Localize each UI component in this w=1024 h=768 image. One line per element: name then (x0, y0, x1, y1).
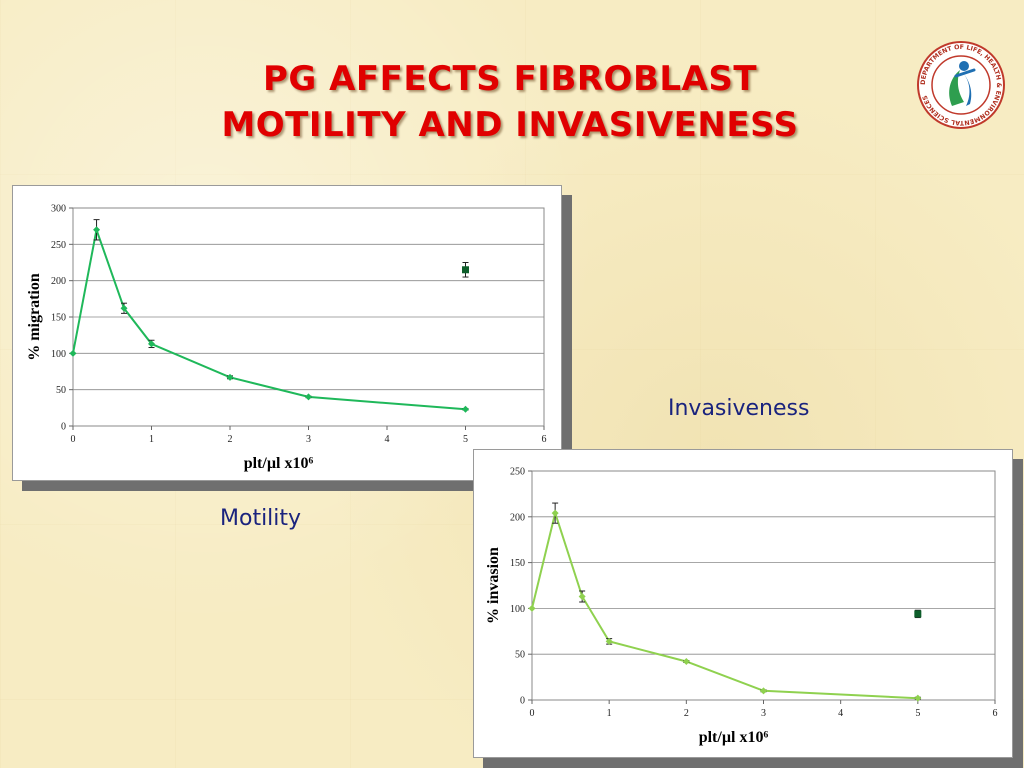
chart-invasion-xtick-label: 2 (684, 708, 689, 719)
chart-motility-data-point (462, 266, 469, 274)
chart-motility-xtick-label: 2 (228, 434, 233, 445)
chart-motility-xtick-label: 3 (306, 434, 311, 445)
chart-motility-data-point (148, 340, 155, 348)
chart-motility-data-point (93, 226, 101, 234)
chart-invasion-ytick-label: 250 (510, 467, 525, 478)
chart-motility-ytick-label: 50 (56, 385, 66, 396)
chart-invasion-ytick-label: 100 (510, 604, 525, 615)
chart-motility-ytick-label: 0 (61, 422, 66, 433)
chart-invasion-data-point (682, 658, 690, 666)
chart-invasion-y-axis-title: % invasion (485, 547, 502, 624)
chart-motility-data-point (69, 349, 77, 357)
motility-label: Motility (220, 506, 302, 531)
chart-motility-xtick-label: 1 (149, 434, 154, 445)
chart-invasion-plot-area (531, 470, 996, 701)
motility-chart-panel: 0 50 100 150 200 250 300 0 1 2 3 4 5 6 plt/µl x10⁶ % mi… (12, 185, 562, 481)
chart-motility-ytick-label: 250 (51, 240, 66, 251)
chart-invasion-xtick-label: 6 (993, 708, 998, 719)
invasion-chart-panel: 0 50 100 150 200 250 0 1 2 3 4 5 6 plt/µl x10⁶ % invas… (473, 449, 1013, 758)
chart-invasion-xtick-label: 4 (838, 708, 843, 719)
chart-invasion-ytick-label: 150 (510, 558, 525, 569)
chart-motility-data-point (462, 405, 469, 413)
chart-invasion-data-point (528, 604, 536, 612)
chart-invasion-ytick-label: 50 (515, 650, 525, 661)
invasiveness-label: Invasiveness (668, 396, 810, 421)
chart-motility-ytick-label: 300 (51, 204, 66, 215)
chart-invasion-data-point (551, 509, 559, 517)
chart-invasion-ytick-label: 0 (520, 696, 525, 707)
chart-invasion-ytick-label: 200 (510, 512, 525, 523)
chart-invasion-data-point (914, 694, 922, 702)
chart-motility-xtick-label: 6 (542, 434, 547, 445)
chart-motility-xtick-label: 5 (463, 434, 468, 445)
chart-motility-data-point (120, 304, 128, 312)
chart-motility-ytick-label: 150 (51, 313, 66, 324)
chart-invasion-data-point (760, 687, 767, 695)
motility-chart: 0 50 100 150 200 250 300 0 1 2 3 4 5 6 plt/µl x10⁶ % mi… (26, 204, 547, 473)
chart-invasion-xtick-label: 5 (915, 708, 920, 719)
chart-invasion-xtick-label: 3 (761, 708, 766, 719)
chart-motility-y-axis-title: % migration (26, 273, 43, 361)
slide-title: PG AFFECTS FIBROBLAST MOTILITY AND INVAS… (150, 56, 870, 148)
chart-motility-ytick-label: 100 (51, 349, 66, 360)
chart-motility-data-point (305, 393, 312, 401)
title-line-1: PG AFFECTS FIBROBLAST (262, 59, 758, 99)
chart-invasion-data-point (605, 637, 613, 645)
chart-motility-xtick-label: 4 (385, 434, 390, 445)
chart-motility-ytick-label: 200 (51, 276, 66, 287)
title-line-2: MOTILITY AND INVASIVENESS (221, 105, 799, 145)
chart-motility-xtick-label: 0 (71, 434, 76, 445)
chart-invasion-x-axis-title: plt/µl x10⁶ (699, 729, 769, 746)
chart-invasion-xtick-label: 1 (607, 708, 612, 719)
chart-invasion-data-point (578, 592, 586, 600)
chart-motility-x-axis-title: plt/µl x10⁶ (244, 455, 314, 472)
chart-motility-data-point (226, 373, 234, 381)
chart-invasion-data-point (914, 610, 922, 618)
invasion-chart: 0 50 100 150 200 250 0 1 2 3 4 5 6 plt/µl x10⁶ % invas… (485, 467, 998, 747)
department-logo: DEPARTMENT OF LIFE, HEALTH & ENVIRONMENT… (917, 41, 1005, 129)
chart-invasion-xtick-label: 0 (530, 708, 535, 719)
